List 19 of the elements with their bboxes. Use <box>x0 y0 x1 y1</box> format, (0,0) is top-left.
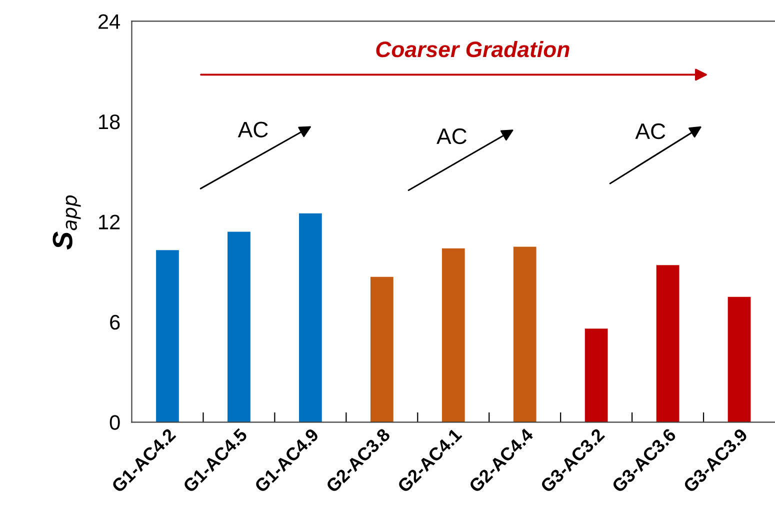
y-tick-label: 12 <box>99 214 120 230</box>
y-tick-label: 6 <box>110 314 120 330</box>
annotation: AC <box>238 122 268 138</box>
bar <box>584 328 608 422</box>
y-tick-label: 24 <box>98 14 120 29</box>
y-axis-title: S$_{app}$ <box>52 195 81 250</box>
annotation: AC <box>436 128 467 144</box>
y-tick-label: 18 <box>99 114 120 130</box>
bar <box>728 296 751 422</box>
bar <box>513 246 536 422</box>
annotation: Coarser Gradation <box>376 40 570 58</box>
annotation: AC <box>635 123 666 140</box>
y-tick-label: 0 <box>110 415 120 430</box>
bar <box>156 250 179 422</box>
bar <box>656 265 680 422</box>
bar <box>228 232 250 422</box>
bar <box>442 248 465 422</box>
bar <box>370 276 394 422</box>
bar <box>298 213 322 422</box>
